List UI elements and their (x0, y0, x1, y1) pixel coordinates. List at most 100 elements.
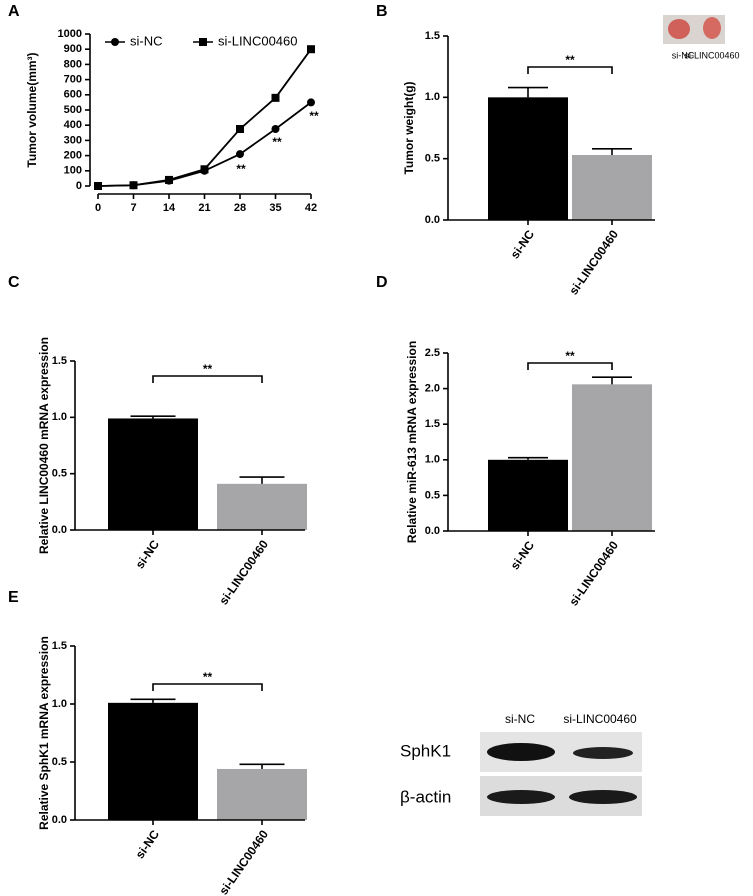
x-tick-label: si-LINC00460 (216, 537, 271, 607)
y-tick-label: 0.0 (425, 525, 440, 537)
y-tick-label: 1.5 (425, 30, 440, 42)
x-tick-label: 35 (269, 202, 281, 214)
blot-column: si-NC (505, 712, 535, 726)
bar (217, 483, 307, 530)
bar (572, 154, 652, 220)
significance-label: ** (565, 349, 575, 363)
y-tick-label: 300 (64, 134, 82, 146)
y-tick-label: 1.5 (52, 640, 67, 652)
x-tick-label: 0 (95, 202, 101, 214)
x-tick-label: 21 (198, 202, 210, 214)
blot-band (487, 743, 555, 761)
data-point (236, 150, 244, 159)
bar (217, 768, 307, 820)
blot-band (573, 747, 633, 759)
legend-marker (111, 38, 119, 46)
data-point (271, 125, 280, 133)
y-axis-label: Tumor volume(mm³) (25, 52, 39, 167)
y-tick-label: 800 (64, 58, 82, 70)
y-axis-label: Relative miR-613 mRNA expression (405, 341, 419, 543)
tumor (703, 17, 721, 39)
data-point (94, 182, 102, 190)
data-point (129, 181, 138, 190)
inset-label: si-NC (672, 50, 695, 60)
y-tick-label: 0.5 (52, 756, 67, 768)
bar (108, 702, 198, 820)
panel-label: E (8, 589, 19, 606)
x-tick-label: si-NC (133, 537, 163, 571)
annotation: ** (236, 162, 246, 176)
x-tick-label: si-NC (133, 827, 163, 861)
data-point (307, 45, 315, 54)
bar (108, 418, 198, 530)
x-tick-label: si-NC (508, 538, 538, 572)
y-axis-label: Tumor weight(g) (402, 81, 416, 174)
legend-label: si-LINC00460 (218, 33, 298, 48)
inset-label: si-LINC00460 (684, 50, 739, 60)
y-tick-label: 500 (64, 104, 82, 116)
bar (572, 384, 652, 531)
legend-label: si-NC (130, 33, 163, 48)
panel-label: B (376, 3, 388, 20)
x-tick-label: 28 (234, 202, 246, 214)
x-tick-label: si-NC (508, 227, 538, 261)
x-tick-label: 14 (163, 202, 176, 214)
y-tick-label: 700 (64, 74, 82, 86)
bar (488, 97, 568, 220)
y-tick-label: 0.5 (425, 489, 440, 501)
y-tick-label: 0.5 (425, 153, 440, 165)
tumor (668, 19, 690, 39)
y-tick-label: 2.5 (425, 347, 440, 359)
data-point (271, 93, 280, 102)
blot-row: β-actin (400, 787, 451, 806)
blot-band (569, 790, 637, 804)
y-tick-label: 0 (76, 180, 82, 192)
significance-bracket (152, 683, 263, 691)
y-tick-label: 1.0 (52, 411, 67, 423)
y-tick-label: 0.0 (52, 524, 67, 536)
y-tick-label: 0.5 (52, 468, 67, 480)
y-tick-label: 100 (64, 165, 82, 177)
significance-bracket (527, 362, 613, 370)
data-point (165, 175, 173, 184)
blot-band (487, 790, 555, 804)
y-tick-label: 600 (64, 89, 82, 101)
x-tick-label: 42 (305, 202, 317, 214)
x-tick-label: si-LINC00460 (216, 827, 271, 896)
panel-label: D (376, 274, 388, 291)
y-tick-label: 1.0 (52, 698, 67, 710)
y-tick-label: 1000 (58, 28, 82, 40)
y-tick-label: 1.5 (425, 418, 440, 430)
y-tick-label: 900 (64, 43, 82, 55)
bar (488, 459, 568, 531)
legend-marker (199, 38, 207, 46)
annotation: ** (309, 109, 319, 123)
panel-label: A (8, 3, 20, 20)
y-tick-label: 400 (64, 119, 82, 131)
significance-label: ** (203, 670, 213, 684)
y-tick-label: 0.0 (425, 214, 440, 226)
significance-label: ** (565, 53, 575, 67)
significance-bracket (152, 375, 263, 383)
data-point (200, 165, 209, 174)
x-tick-label: si-LINC00460 (566, 538, 621, 608)
y-tick-label: 0.0 (52, 814, 67, 826)
significance-bracket (527, 66, 613, 74)
y-tick-label: 1.0 (425, 454, 440, 466)
x-tick-label: si-LINC00460 (566, 227, 621, 297)
y-tick-label: 2.0 (425, 383, 440, 395)
data-point (307, 98, 315, 107)
y-tick-label: 1.0 (425, 91, 440, 103)
blot-column: si-LINC00460 (563, 712, 637, 726)
annotation: ** (272, 135, 282, 149)
data-point (236, 125, 244, 133)
blot-row: SphK1 (400, 741, 451, 760)
y-tick-label: 200 (64, 150, 82, 162)
significance-label: ** (203, 362, 213, 376)
y-tick-label: 1.5 (52, 355, 67, 367)
y-axis-label: Relative SphK1 mRNA expression (37, 636, 51, 830)
x-tick-label: 7 (130, 202, 136, 214)
y-axis-label: Relative LINC00460 mRNA expression (37, 337, 51, 554)
panel-label: C (8, 274, 20, 291)
